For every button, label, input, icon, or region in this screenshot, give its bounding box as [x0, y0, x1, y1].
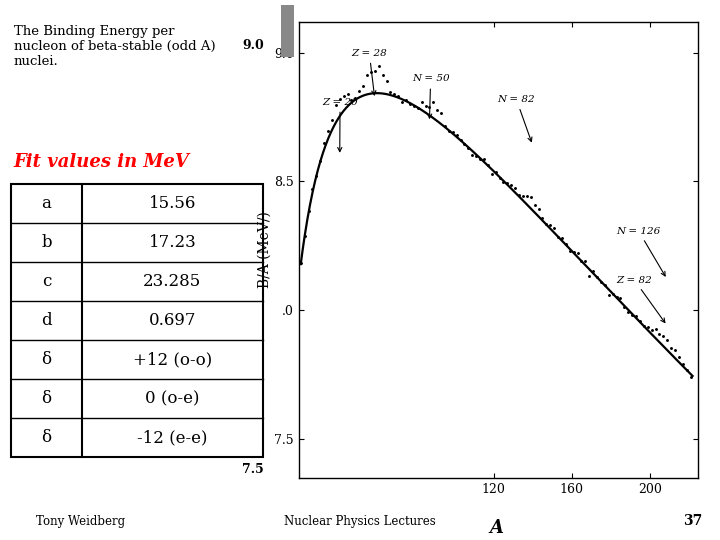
Text: 9.0: 9.0 — [243, 39, 264, 52]
Text: N = 50: N = 50 — [412, 75, 449, 118]
Text: 37: 37 — [683, 514, 702, 528]
Text: 0 (o-e): 0 (o-e) — [145, 390, 199, 407]
Text: Z = 82: Z = 82 — [616, 275, 665, 322]
Text: δ: δ — [42, 429, 52, 446]
Text: N = 126: N = 126 — [616, 227, 665, 276]
Bar — [11, 184, 263, 457]
Text: The Binding Energy per
nucleon of beta-stable (odd A)
nuclei.: The Binding Energy per nucleon of beta-s… — [14, 25, 215, 68]
Text: Fit values in MeV: Fit values in MeV — [14, 153, 189, 171]
Text: a: a — [42, 195, 51, 212]
Text: 23.285: 23.285 — [143, 273, 202, 290]
Text: Z = 28: Z = 28 — [351, 49, 387, 95]
Text: N = 82: N = 82 — [498, 95, 535, 141]
Text: -12 (e-e): -12 (e-e) — [137, 429, 207, 446]
Y-axis label: B/A (MeV/): B/A (MeV/) — [258, 211, 271, 288]
Text: 15.56: 15.56 — [149, 195, 196, 212]
Text: δ: δ — [42, 351, 52, 368]
Text: +12 (o-o): +12 (o-o) — [132, 351, 212, 368]
Text: A: A — [490, 519, 504, 537]
Text: 17.23: 17.23 — [148, 234, 197, 251]
Text: b: b — [41, 234, 52, 251]
Text: c: c — [42, 273, 51, 290]
Text: δ: δ — [42, 390, 52, 407]
Text: Z = 20: Z = 20 — [322, 98, 358, 152]
Text: Nuclear Physics Lectures: Nuclear Physics Lectures — [284, 515, 436, 528]
Text: 7.5: 7.5 — [243, 463, 264, 476]
Text: 0.697: 0.697 — [148, 312, 196, 329]
Text: d: d — [41, 312, 52, 329]
Text: Tony Weidberg: Tony Weidberg — [36, 515, 125, 528]
